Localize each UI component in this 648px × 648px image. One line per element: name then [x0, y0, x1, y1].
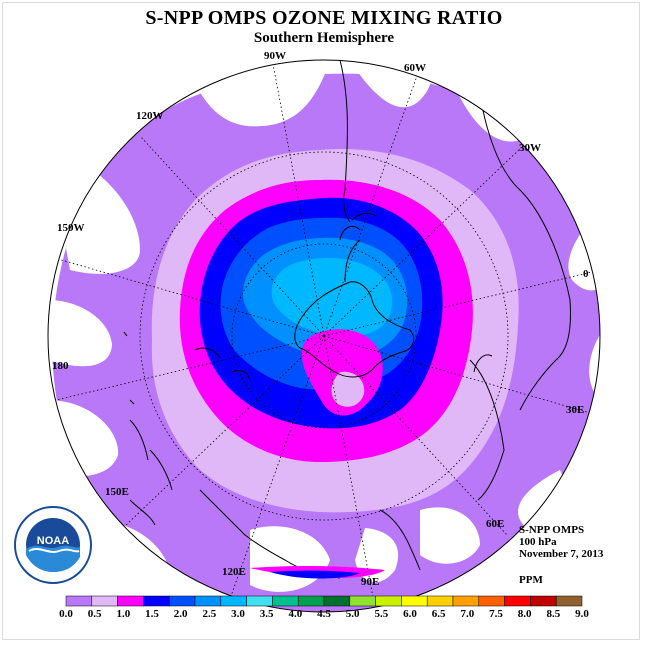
lon-label-90w: 90W [264, 50, 286, 62]
contour-bottom-sliver-blue [270, 570, 360, 579]
colorbar-tick-label: 9.0 [575, 608, 589, 620]
map-boundary [47, 59, 601, 613]
info-date: November 7, 2013 [519, 548, 604, 560]
noaa-logo-text: NOAA [37, 535, 69, 547]
colorbar-tick-label: 5.0 [345, 608, 360, 620]
lon-label-120w: 120W [136, 110, 164, 122]
colorbar-tick-label: 7.5 [489, 608, 503, 620]
colorbar-tick-label: 4.0 [288, 608, 303, 620]
lon-label-0: 0 [583, 268, 589, 280]
map-subtitle: Southern Hemisphere [253, 30, 395, 46]
lon-label-150w: 150W [57, 222, 85, 234]
contour-intrusion-0.5-1.0 [331, 371, 365, 407]
map-title: S-NPP OMPS OZONE MIXING RATIO [145, 7, 503, 29]
colorbar-tick-label: 4.5 [317, 608, 331, 620]
colorbar-tick-label: 3.0 [231, 608, 245, 620]
lon-label-90e: 90E [361, 576, 380, 588]
noaa-logo: NOAA [14, 506, 92, 584]
figure-frame [2, 2, 640, 640]
colorbar-tick-label: 8.0 [517, 608, 532, 620]
colorbar-tick-label: 0.5 [87, 608, 102, 620]
info-pressure-level: 100 hPa [519, 536, 557, 548]
colorbar-tick-label: 6.0 [403, 608, 417, 620]
lon-label-30w: 30W [519, 142, 541, 154]
colorbar-tick-label: 0.0 [59, 608, 73, 620]
lon-label-60e: 60E [486, 518, 505, 530]
lon-label-30e: 30E [566, 404, 585, 416]
graticule [48, 63, 600, 609]
info-instrument: S-NPP OMPS [519, 524, 585, 536]
colorbar-tick-label: 5.5 [374, 608, 389, 620]
colorbar-tick-label: 3.5 [259, 608, 274, 620]
colorbar-tick-label: 1.0 [116, 608, 131, 620]
lon-label-180: 180 [52, 360, 69, 372]
colorbar-tick-label: 1.5 [145, 608, 159, 620]
colorbar-tick-label: 6.5 [431, 608, 446, 620]
lon-label-60w: 60W [404, 62, 426, 74]
colorbar-tick-label: 7.0 [460, 608, 475, 620]
colorbar-tick-label: 2.0 [173, 608, 188, 620]
info-units: PPM [519, 574, 543, 586]
colorbar-tick-label: 2.5 [202, 608, 217, 620]
lon-label-120e: 120E [222, 566, 246, 578]
lon-label-150e: 150E [105, 486, 129, 498]
colorbar-tick-label: 8.5 [546, 608, 561, 620]
